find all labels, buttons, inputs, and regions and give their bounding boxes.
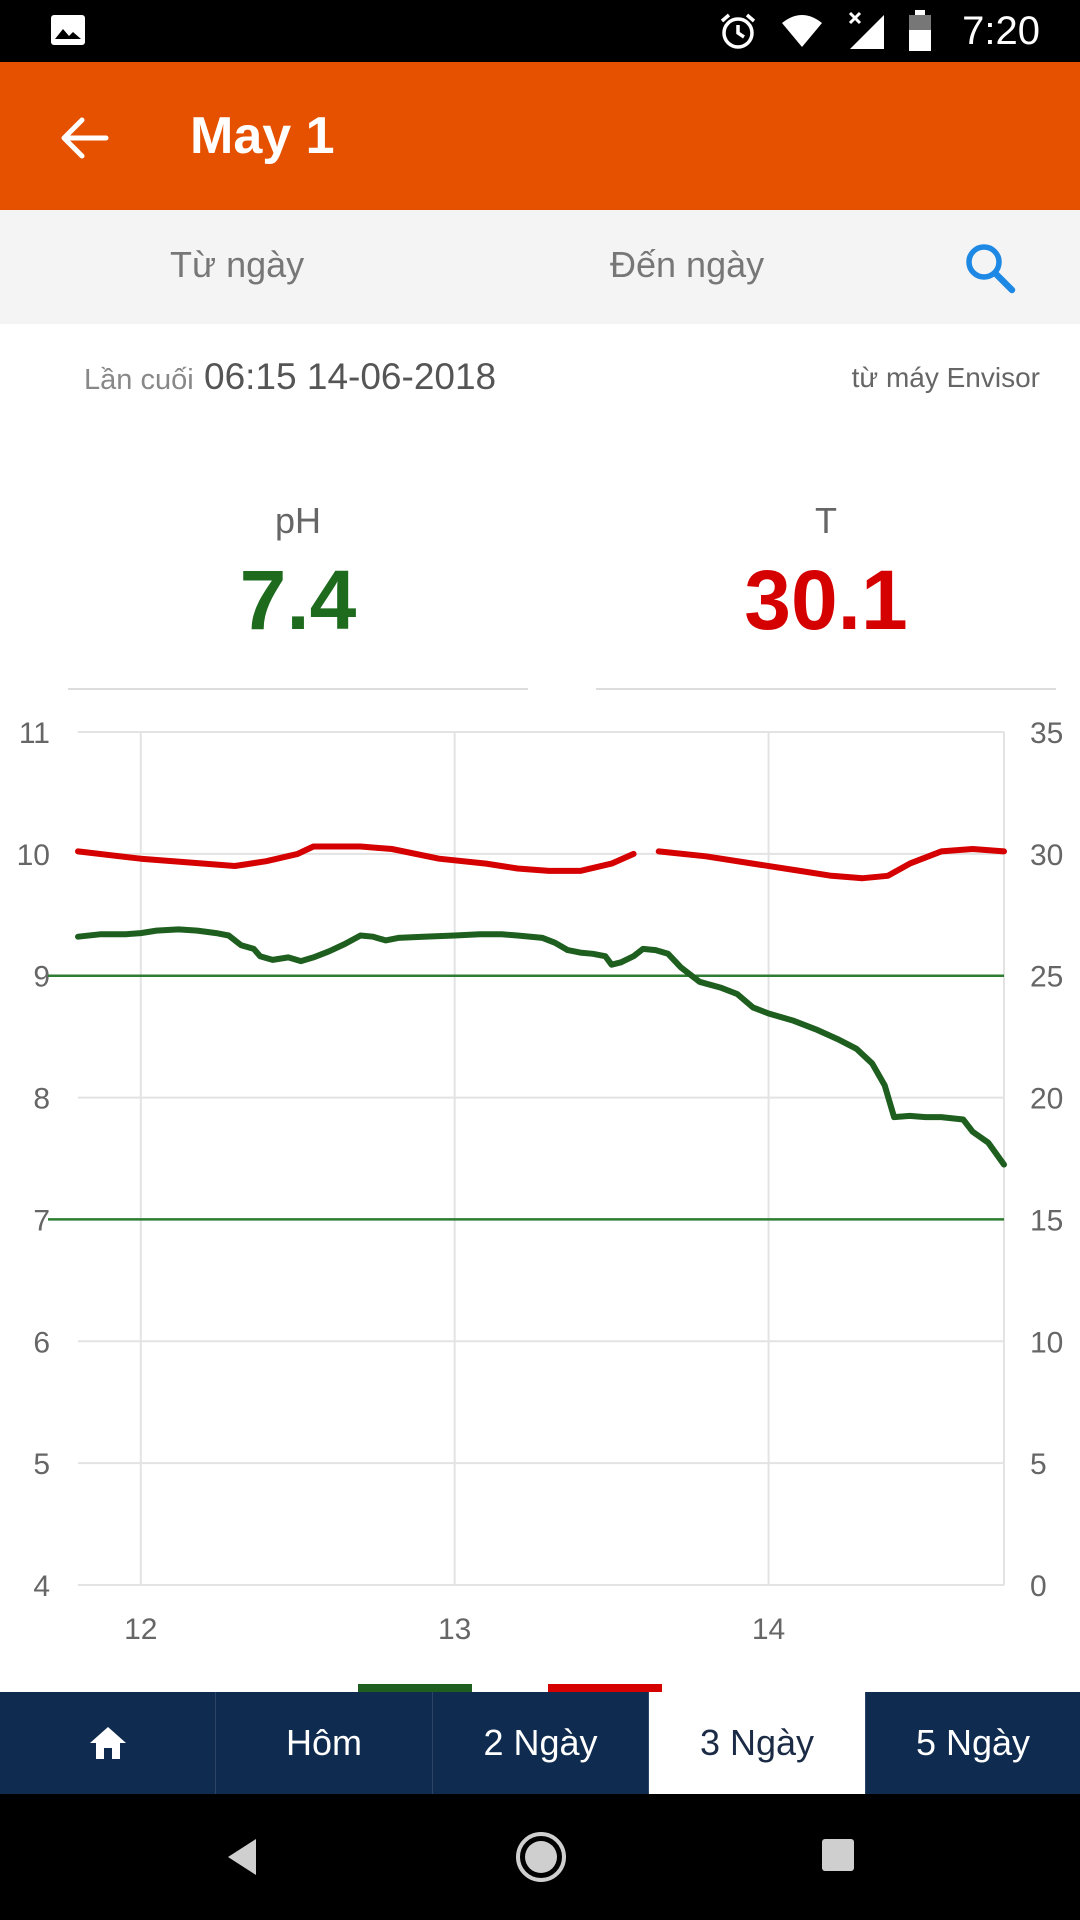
last-reading-label: Lần cuối (84, 364, 194, 396)
temperature-divider (596, 688, 1056, 690)
y-right-tick-label: 0 (1030, 1570, 1047, 1603)
ph-series-line (75, 926, 1007, 1168)
home-circle-icon[interactable] (514, 1830, 568, 1884)
y-left-tick-label: 9 (33, 961, 50, 994)
y-right-tick-label: 30 (1030, 839, 1063, 872)
y-right-tick-label: 20 (1030, 1083, 1063, 1116)
y-right-tick-label: 35 (1030, 717, 1063, 750)
y-right-tick-label: 25 (1030, 961, 1063, 994)
app-bar: May 1 (0, 62, 1080, 210)
legend-ph-swatch (358, 1684, 472, 1692)
signal-icon (849, 11, 885, 49)
y-left-tick-label: 10 (17, 839, 50, 872)
last-reading-row: Lần cuối 06:15 14-06-2018 từ máy Envisor (0, 350, 1080, 410)
chart-canvas: 4 0 5 5 6 10 7 15 8 20 9 25 10 30 11 35 12 13 14 (17, 717, 1064, 1646)
search-icon[interactable] (962, 240, 1018, 296)
home-tab[interactable] (0, 1692, 216, 1794)
recents-square-icon[interactable] (820, 1837, 856, 1873)
temperature-series-line (655, 846, 1007, 882)
tab-5-days[interactable]: 5 Ngày (915, 1722, 1031, 1763)
wifi-icon (782, 15, 823, 47)
home-icon (89, 1727, 126, 1759)
image-icon (51, 15, 85, 45)
temperature-series-line (75, 843, 637, 874)
from-date-field[interactable]: Từ ngày (170, 244, 305, 285)
page-title: May 1 (190, 107, 335, 165)
battery-icon (909, 10, 932, 51)
bottom-nav: Hôm 2 Ngày 3 Ngày 5 Ngày (0, 1692, 1080, 1794)
device-source: từ máy Envisor (851, 362, 1040, 393)
status-time: 7:20 (962, 8, 1040, 53)
temperature-label: T (815, 500, 837, 541)
legend-temperature-swatch (548, 1684, 662, 1692)
y-left-tick-label: 4 (33, 1570, 50, 1603)
y-left-tick-label: 11 (19, 717, 50, 750)
arrow-back-icon[interactable] (58, 112, 110, 164)
tab-today[interactable]: Hôm (216, 1692, 433, 1794)
x-tick-label: 12 (124, 1613, 157, 1646)
to-date-field[interactable]: Đến ngày (610, 244, 765, 285)
y-right-tick-label: 5 (1030, 1448, 1047, 1481)
ph-divider (68, 688, 528, 690)
y-left-tick-label: 7 (33, 1204, 50, 1237)
alarm-icon (721, 13, 756, 49)
x-tick-label: 13 (438, 1613, 471, 1646)
last-reading-value: 06:15 14-06-2018 (204, 356, 497, 397)
ph-metric: pH 7.4 (68, 500, 528, 649)
date-filter-bar: Từ ngày Đến ngày (0, 210, 1080, 324)
y-left-tick-label: 5 (33, 1448, 50, 1481)
history-chart: 4 0 5 5 6 10 7 15 8 20 9 25 10 30 11 35 12 13 14 (0, 700, 1080, 1690)
y-right-tick-label: 10 (1030, 1326, 1063, 1359)
y-left-tick-label: 8 (33, 1083, 50, 1116)
y-right-tick-label: 15 (1030, 1204, 1063, 1237)
temperature-value: 30.1 (744, 553, 908, 647)
ph-label: pH (274, 500, 322, 541)
y-left-tick-label: 6 (33, 1326, 50, 1359)
status-bar: 7:20 (0, 0, 1080, 62)
temperature-metric: T 30.1 (596, 500, 1056, 649)
tab-2-days[interactable]: 2 Ngày (433, 1692, 649, 1794)
system-nav-bar (0, 1794, 1080, 1920)
x-tick-label: 14 (752, 1613, 785, 1646)
tab-3-days[interactable]: 3 Ngày (649, 1692, 866, 1794)
ph-value: 7.4 (239, 553, 357, 647)
back-triangle-icon[interactable] (222, 1836, 262, 1878)
